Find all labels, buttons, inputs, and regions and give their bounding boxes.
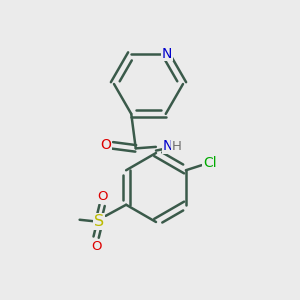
Text: Cl: Cl	[203, 156, 217, 170]
Text: H: H	[171, 140, 181, 153]
Text: N: N	[162, 46, 172, 61]
Text: S: S	[94, 214, 104, 229]
Text: O: O	[97, 190, 107, 203]
Text: O: O	[100, 138, 111, 152]
Text: N: N	[163, 139, 173, 153]
Text: O: O	[91, 240, 101, 253]
